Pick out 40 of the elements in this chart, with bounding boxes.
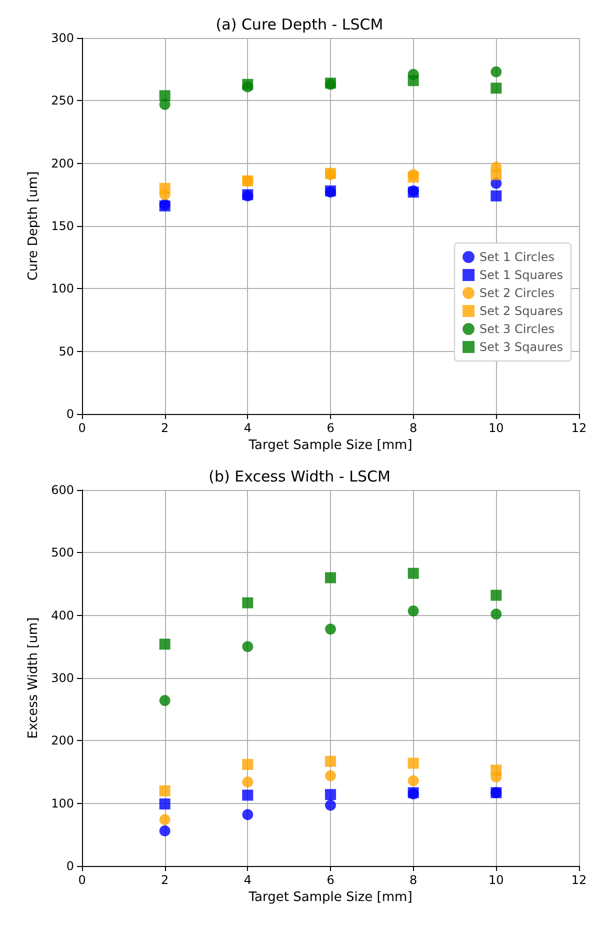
x-axis-title: Target Sample Size [mm]: [248, 438, 412, 453]
chart-title: (b) Excess Width - LSCM: [208, 468, 390, 486]
x-tick-label: 10: [488, 873, 504, 887]
y-tick-label: 200: [51, 734, 74, 748]
y-tick-label: 150: [51, 219, 74, 233]
x-tick-label: 2: [161, 421, 169, 435]
x-tick-label: 6: [326, 421, 334, 435]
y-tick-label: 200: [51, 156, 74, 170]
x-tick-label: 8: [410, 873, 418, 887]
y-axis-title: Excess Width [um]: [26, 617, 41, 739]
y-tick-label: 0: [66, 859, 74, 873]
y-tick-label: 400: [51, 608, 74, 622]
y-axis-title: Cure Depth [um]: [26, 171, 41, 281]
y-tick-label: 300: [51, 671, 74, 685]
y-tick-label: 50: [58, 344, 74, 358]
y-tick-label: 300: [51, 31, 74, 45]
y-tick-label: 600: [51, 483, 74, 497]
x-tick-label: 6: [326, 873, 334, 887]
y-tick-label: 250: [51, 94, 74, 108]
x-tick-label: 10: [488, 421, 504, 435]
y-tick-label: 100: [51, 282, 74, 296]
legend-label: Set 2 Circles: [480, 286, 554, 300]
x-tick-label: 8: [410, 421, 418, 435]
legend-label: Set 1 Squares: [480, 268, 563, 282]
legend-label: Set 3 Circles: [480, 322, 554, 336]
x-tick-label: 4: [244, 421, 252, 435]
y-tick-label: 0: [66, 407, 74, 421]
legend-label: Set 1 Circles: [480, 250, 554, 264]
x-axis-title: Target Sample Size [mm]: [248, 890, 412, 905]
x-tick-label: 0: [78, 421, 86, 435]
legend-label: Set 2 Squares: [480, 304, 563, 318]
chart-title: (a) Cure Depth - LSCM: [216, 16, 384, 34]
x-tick-label: 4: [244, 873, 252, 887]
x-tick-label: 2: [161, 873, 169, 887]
x-tick-label: 0: [78, 873, 86, 887]
x-tick-label: 12: [571, 421, 587, 435]
legend-label: Set 3 Sqaures: [480, 340, 563, 354]
y-tick-label: 100: [51, 796, 74, 810]
x-tick-label: 12: [571, 873, 587, 887]
y-tick-label: 500: [51, 546, 74, 560]
